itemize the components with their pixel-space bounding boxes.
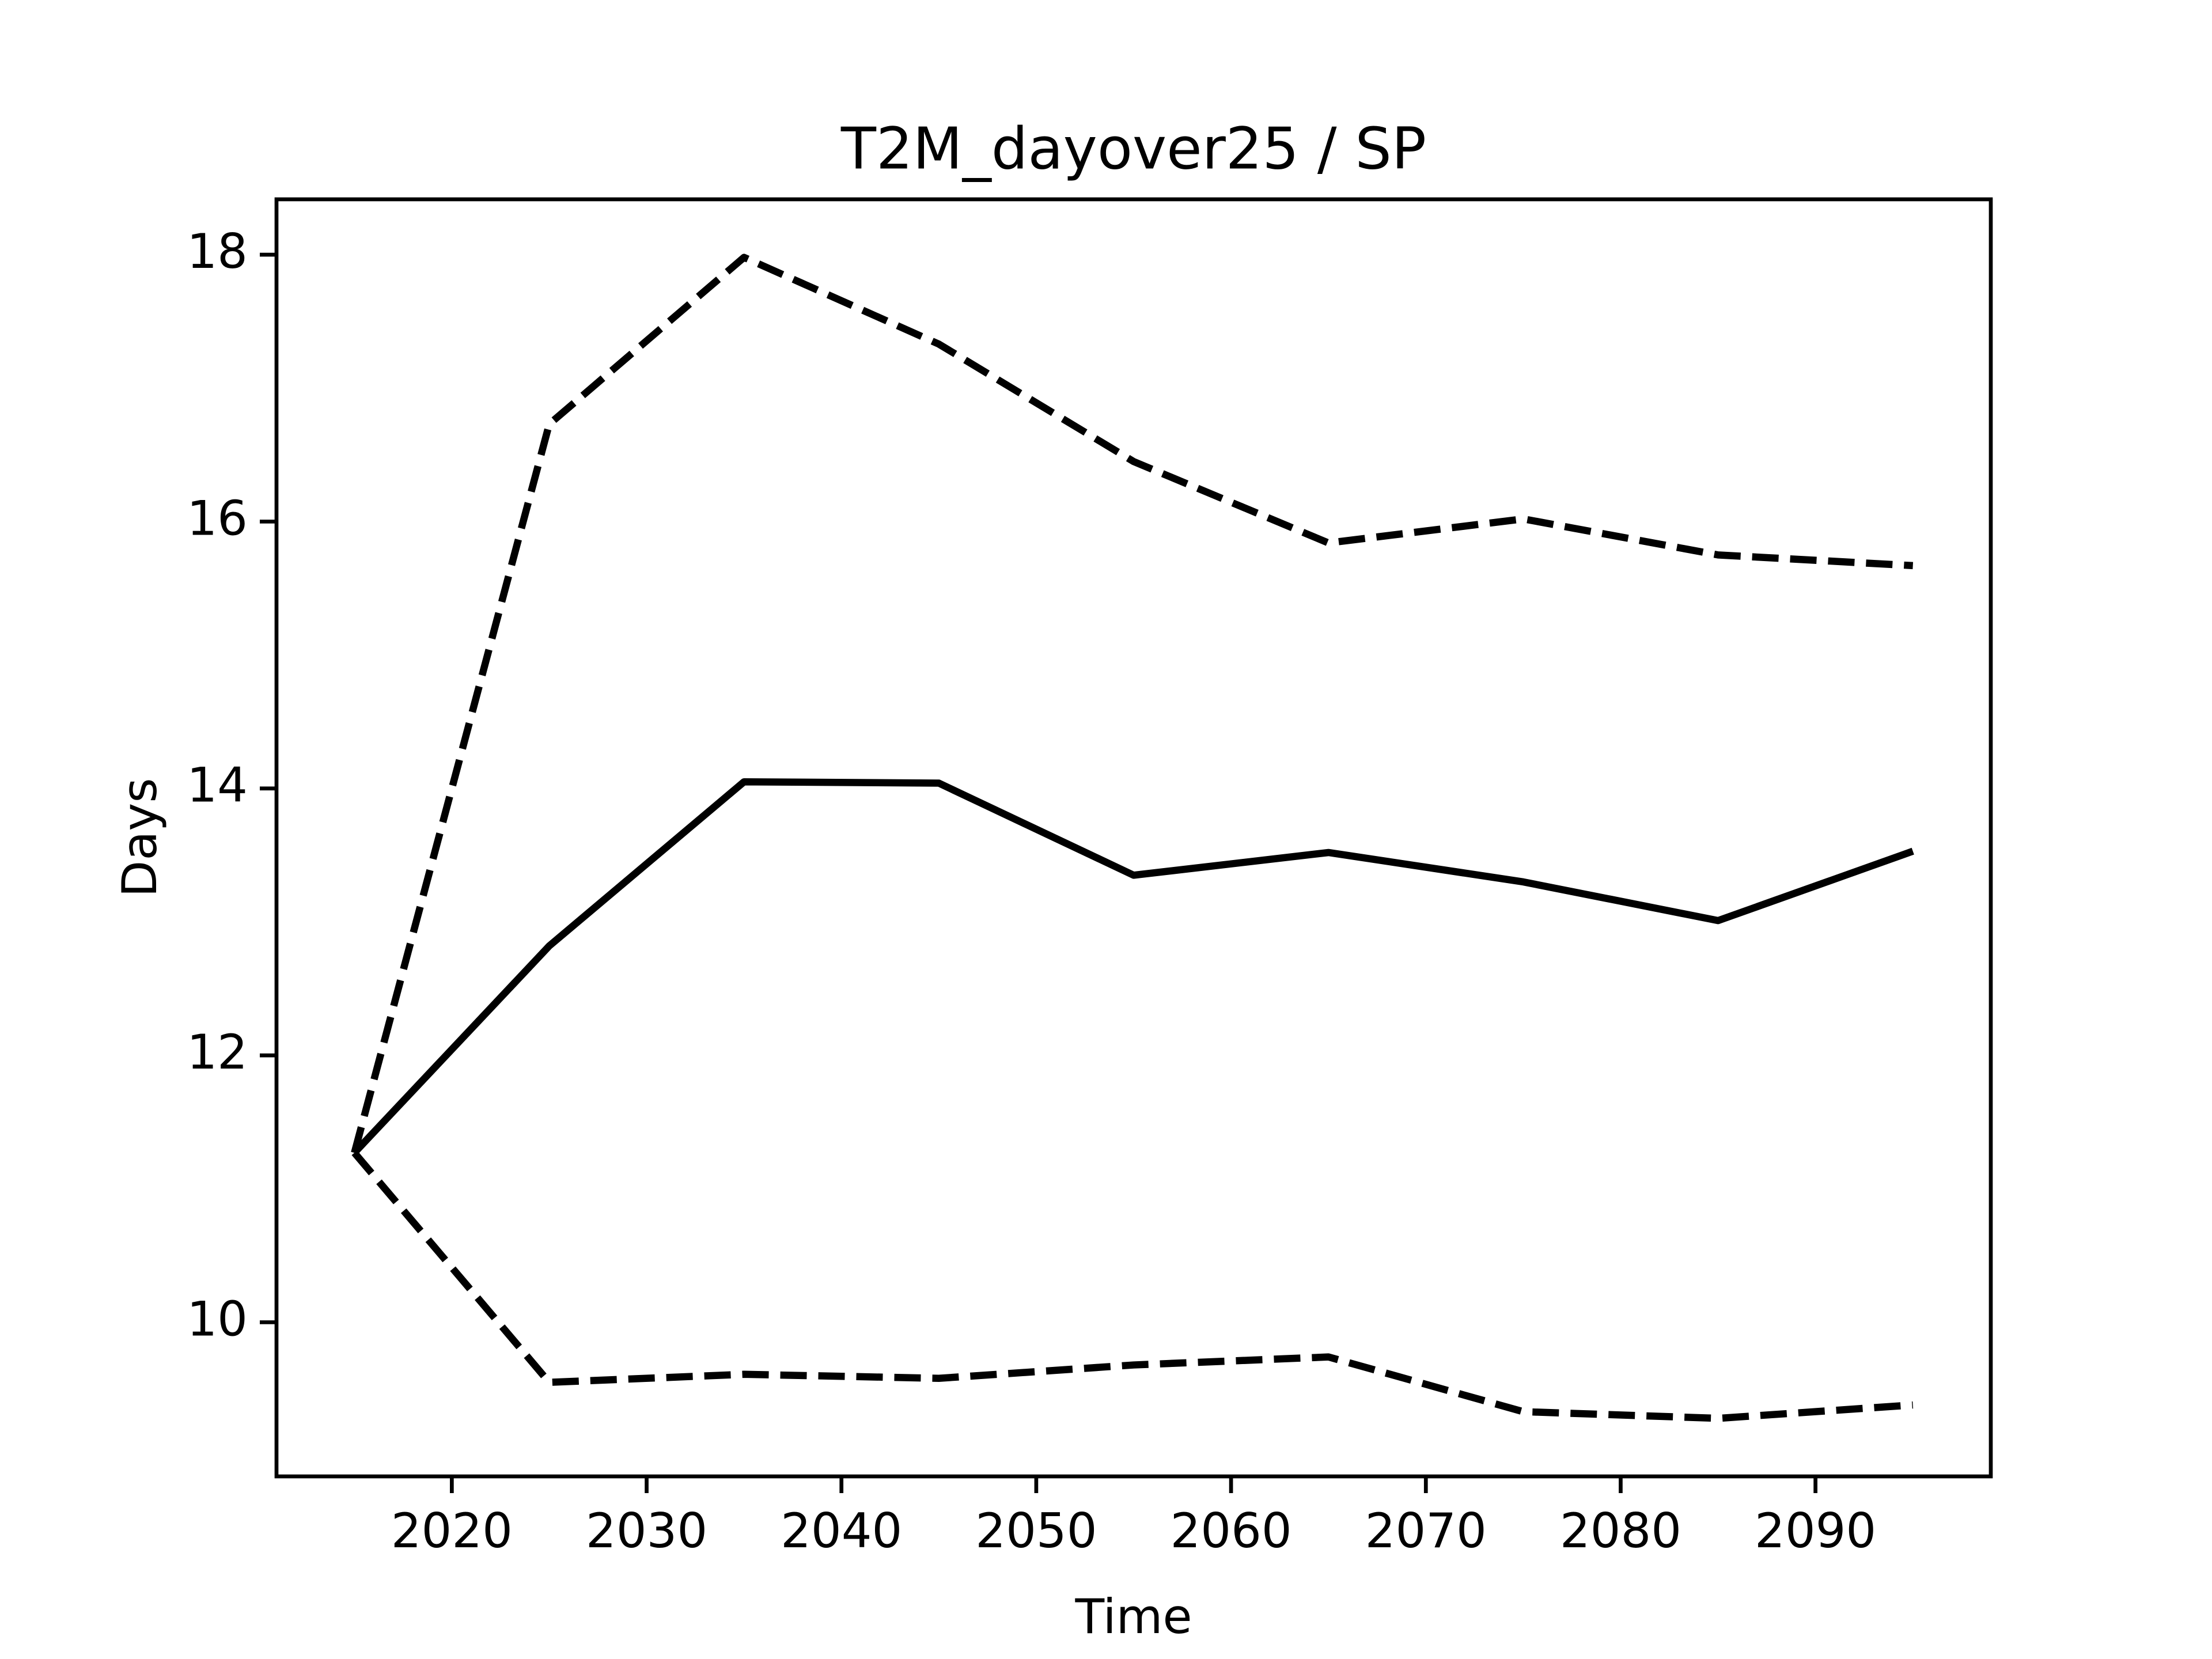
x-tick-label: 2040	[781, 1503, 902, 1559]
x-tick-label: 2080	[1560, 1503, 1681, 1559]
x-tick-label: 2090	[1755, 1503, 1876, 1559]
x-tick-label: 2030	[586, 1503, 707, 1559]
x-tick-label: 2020	[391, 1503, 513, 1559]
x-tick-label: 2060	[1170, 1503, 1291, 1559]
line-series	[351, 778, 1914, 1156]
x-tick-label: 2050	[975, 1503, 1097, 1559]
line-series	[351, 253, 1914, 1154]
chart-title: T2M_dayover25 / SP	[840, 115, 1426, 182]
x-axis-label: Time	[1074, 1589, 1192, 1645]
plot-frame	[274, 197, 1993, 1479]
x-tick-label: 2070	[1365, 1503, 1487, 1559]
y-tick-label: 14	[187, 757, 248, 813]
line-series	[351, 1150, 1914, 1422]
y-tick-label: 16	[187, 490, 248, 546]
y-tick-label: 12	[187, 1024, 248, 1080]
y-tick-label: 10	[187, 1291, 248, 1347]
y-tick-label: 18	[187, 224, 248, 279]
y-axis-label: Days	[112, 778, 168, 897]
